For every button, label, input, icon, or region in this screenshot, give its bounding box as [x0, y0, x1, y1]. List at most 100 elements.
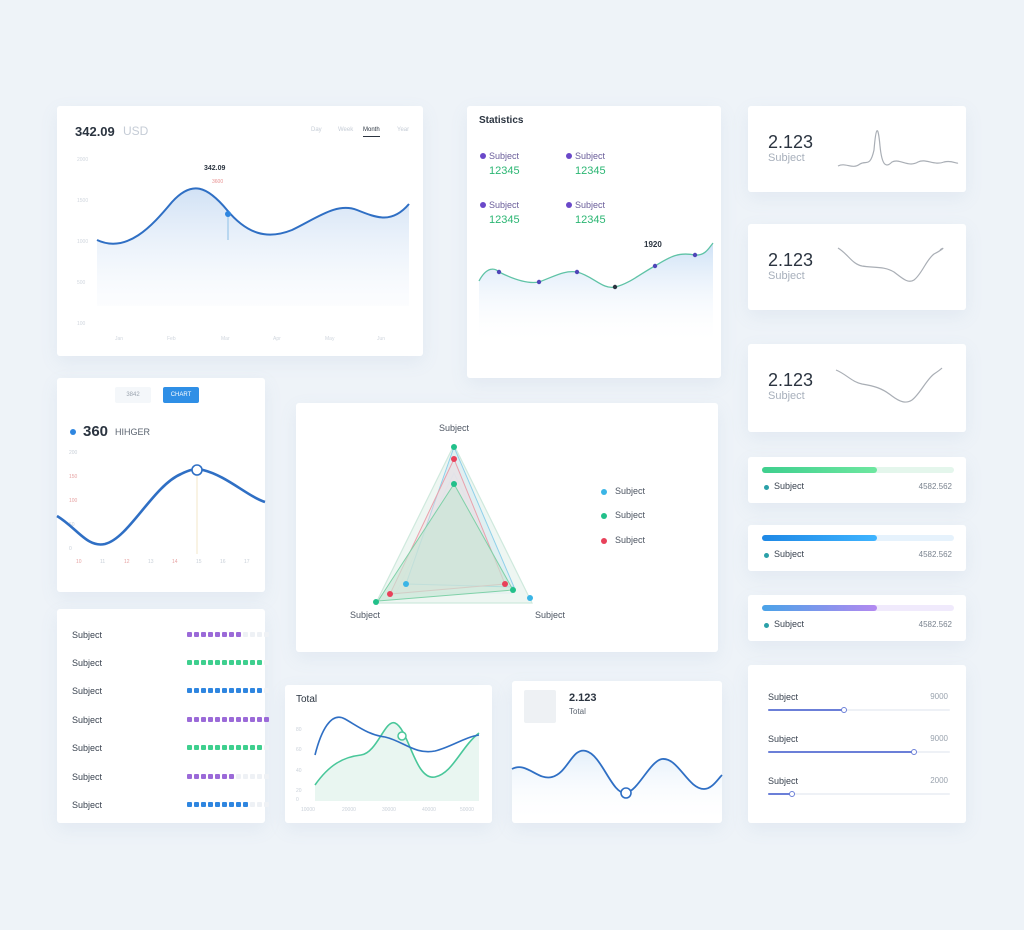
rating-dot — [215, 774, 220, 779]
legend-label: Subject — [615, 486, 646, 496]
rating-dot — [250, 745, 255, 750]
slider-track[interactable] — [768, 791, 950, 797]
slider-handle[interactable] — [910, 749, 917, 755]
toggle-chart-button[interactable]: CHART — [163, 387, 199, 403]
statistics-point — [692, 252, 698, 258]
slider-track[interactable] — [768, 707, 950, 713]
rating-dot — [229, 632, 234, 637]
x-tick: Apr — [273, 336, 281, 342]
rating-dot — [243, 802, 248, 807]
x-tick: 10000 — [301, 807, 315, 813]
list-item-label: Subject — [72, 800, 103, 810]
rating-dot — [236, 632, 241, 637]
list-item-label: Subject — [72, 686, 103, 696]
rating-dot — [243, 688, 248, 693]
progress-label: Subject — [774, 481, 805, 491]
dot-list-card: Subject Subject Subject Subject Subject … — [57, 609, 269, 823]
spark-label: Subject — [768, 152, 805, 164]
rating-dot — [257, 802, 262, 807]
main-chart-card: 342.09 USD Day Week Month Year 342.09 36… — [57, 106, 423, 356]
stat-label: Subject — [489, 200, 520, 210]
rating-dot — [250, 717, 255, 722]
slider-handle[interactable] — [841, 707, 848, 713]
spark-value: 2.123 — [768, 132, 814, 152]
stat-label: Subject — [489, 151, 520, 161]
tooltip-sub: 3600 — [212, 179, 224, 185]
y-tick: 50 — [69, 522, 75, 528]
progress-value: 4582.562 — [918, 550, 952, 559]
slider-handle[interactable] — [788, 791, 795, 797]
x-tick: May — [325, 336, 335, 342]
spark-value: 2.123 — [768, 370, 814, 390]
tab-week[interactable]: Week — [338, 127, 354, 133]
rating-dot — [201, 688, 206, 693]
x-tick: Jun — [377, 336, 386, 342]
wave-value: 2.123 — [569, 692, 597, 704]
statistics-point — [496, 269, 502, 275]
toggle-left-button[interactable]: 3842 — [115, 387, 151, 403]
spark-card: 2.123 Subject — [748, 344, 966, 432]
rating-dot — [229, 802, 234, 807]
rating-dot — [208, 660, 213, 665]
slider-fill — [768, 793, 792, 795]
rating-dot — [229, 660, 234, 665]
main-marker — [225, 211, 231, 217]
dot-rating — [187, 717, 269, 722]
main-value: 342.09 — [75, 124, 115, 139]
rating-dot — [187, 660, 192, 665]
tab-year[interactable]: Year — [397, 127, 410, 133]
radar-point — [451, 456, 457, 462]
legend-label: Subject — [615, 510, 646, 520]
y-tick: 200 — [69, 450, 78, 456]
progress-track — [762, 605, 954, 611]
rating-dot — [243, 745, 248, 750]
statistics-point — [652, 263, 658, 269]
rating-dot — [187, 745, 192, 750]
y-tick: 150 — [69, 474, 78, 480]
rating-dot — [236, 688, 241, 693]
y-tick: 0 — [296, 797, 299, 803]
slider-track[interactable] — [768, 749, 950, 755]
rating-dot — [250, 688, 255, 693]
x-tick: 30000 — [382, 807, 396, 813]
x-tick: 11 — [100, 559, 106, 565]
radar-axis-label: Subject — [535, 610, 566, 620]
rating-dot — [215, 745, 220, 750]
rating-dot — [208, 717, 213, 722]
legend-dot-icon — [764, 485, 769, 490]
statistics-card: Statistics Subject 12345 Subject 12345 S… — [467, 106, 721, 378]
legend-dot-icon — [764, 553, 769, 558]
rating-dot — [215, 802, 220, 807]
rating-dot — [250, 802, 255, 807]
y-tick: 1500 — [77, 198, 89, 204]
tab-day[interactable]: Day — [311, 127, 322, 133]
tab-month[interactable]: Month — [363, 127, 380, 137]
x-tick: 13 — [148, 559, 154, 565]
tooltip-value: 342.09 — [204, 165, 226, 172]
y-tick: 40 — [296, 768, 302, 774]
rating-dot — [222, 717, 227, 722]
radar-axis-label: Subject — [350, 610, 381, 620]
rating-dot — [257, 660, 262, 665]
y-tick: 500 — [77, 280, 86, 286]
slider-fill — [768, 751, 914, 753]
radar-point — [387, 591, 393, 597]
total-area-fill — [315, 722, 479, 801]
radar-card: Subject Subject Subject Subject Subject … — [296, 403, 718, 652]
rating-dot — [264, 802, 269, 807]
wave-chart — [511, 749, 723, 823]
toggle-wave-line — [56, 467, 266, 546]
rating-dot — [194, 632, 199, 637]
progress-fill — [762, 467, 878, 473]
rating-dot — [236, 802, 241, 807]
wave-area-fill — [512, 750, 722, 823]
rating-dot — [194, 660, 199, 665]
rating-dot — [201, 660, 206, 665]
y-tick: 80 — [296, 727, 302, 733]
rating-dot — [264, 774, 269, 779]
total-line-green — [314, 722, 480, 786]
progress-track — [762, 535, 954, 541]
rating-dot — [194, 745, 199, 750]
statistics-line — [478, 242, 714, 289]
y-tick: 1000 — [77, 239, 89, 245]
